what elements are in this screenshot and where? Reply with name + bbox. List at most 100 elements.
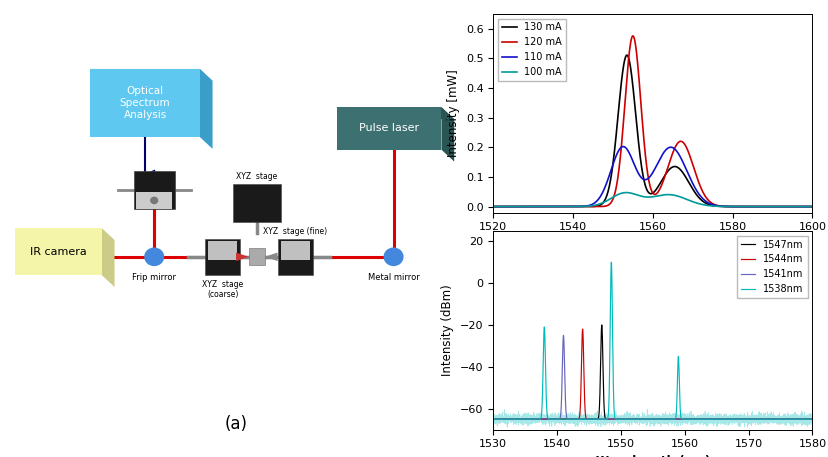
Polygon shape (15, 228, 114, 240)
1544nm (804, 416, 814, 422)
Circle shape (144, 247, 164, 266)
Legend: 1547nm, 1544nm, 1541nm, 1538nm: 1547nm, 1544nm, 1541nm, 1538nm (736, 236, 806, 298)
130 mA (621, 53, 631, 58)
Text: (a): (a) (224, 415, 248, 433)
130 mA (610, 138, 620, 143)
Bar (208, 241, 237, 260)
1541nm (564, 416, 574, 422)
1547nm (804, 416, 814, 422)
Line: 120 mA: 120 mA (493, 36, 811, 207)
Text: (b): (b) (640, 252, 664, 270)
Polygon shape (236, 253, 248, 261)
Text: Optical
Spectrum
Analysis: Optical Spectrum Analysis (119, 85, 171, 120)
1538nm (608, 393, 618, 399)
1547nm (561, 416, 571, 422)
1544nm (608, 416, 618, 422)
Text: IR camera: IR camera (30, 247, 87, 257)
110 mA (618, 144, 628, 149)
1544nm (577, 326, 587, 332)
110 mA (524, 204, 534, 209)
110 mA (806, 204, 816, 209)
1547nm (608, 416, 618, 422)
1544nm (488, 416, 498, 422)
Bar (205, 239, 239, 275)
Polygon shape (90, 69, 212, 81)
1547nm (488, 416, 498, 422)
1547nm (596, 322, 606, 328)
1538nm (561, 416, 571, 422)
Legend: 130 mA, 120 mA, 110 mA, 100 mA: 130 mA, 120 mA, 110 mA, 100 mA (498, 19, 566, 81)
Circle shape (150, 197, 158, 204)
Text: XYZ  stage
(coarse): XYZ stage (coarse) (202, 280, 243, 299)
1547nm (565, 416, 575, 422)
100 mA (543, 204, 553, 209)
100 mA (524, 204, 534, 209)
1544nm (806, 416, 816, 422)
Line: 100 mA: 100 mA (493, 192, 811, 207)
130 mA (806, 204, 816, 209)
1538nm (806, 416, 816, 422)
1544nm (561, 416, 571, 422)
110 mA (488, 204, 498, 209)
1541nm (488, 416, 498, 422)
X-axis label: Wavelength (nm): Wavelength (nm) (595, 238, 709, 251)
110 mA (801, 204, 811, 209)
1541nm (566, 416, 575, 422)
120 mA (610, 187, 620, 193)
Text: Frip mirror: Frip mirror (132, 273, 176, 282)
Bar (233, 184, 281, 222)
Line: 1544nm: 1544nm (493, 329, 811, 419)
1538nm (563, 416, 573, 422)
1544nm (563, 416, 573, 422)
100 mA (623, 190, 633, 196)
1541nm (558, 333, 568, 338)
Line: 1538nm: 1538nm (493, 262, 811, 419)
120 mA (627, 33, 637, 39)
Polygon shape (336, 107, 454, 119)
100 mA (806, 204, 816, 209)
120 mA (801, 204, 811, 209)
Bar (336, 107, 441, 150)
Line: 110 mA: 110 mA (493, 147, 811, 207)
Line: 1541nm: 1541nm (493, 335, 811, 419)
1544nm (631, 416, 641, 422)
110 mA (623, 151, 633, 156)
Line: 130 mA: 130 mA (493, 55, 811, 207)
100 mA (620, 190, 630, 195)
1538nm (631, 416, 641, 422)
1538nm (488, 416, 498, 422)
Bar (136, 192, 172, 209)
Bar (90, 69, 200, 137)
1541nm (806, 416, 816, 422)
Bar (15, 228, 102, 275)
130 mA (623, 59, 633, 64)
1544nm (565, 416, 575, 422)
Polygon shape (441, 107, 454, 162)
1538nm (565, 416, 575, 422)
Bar (133, 171, 175, 209)
1541nm (561, 416, 571, 422)
1538nm (605, 260, 615, 265)
Bar (278, 239, 312, 275)
1547nm (806, 416, 816, 422)
130 mA (524, 204, 534, 209)
Bar (281, 241, 310, 260)
Text: Pulse laser: Pulse laser (359, 123, 419, 133)
120 mA (806, 204, 816, 209)
120 mA (524, 204, 534, 209)
Polygon shape (102, 228, 114, 287)
130 mA (801, 204, 811, 209)
100 mA (610, 193, 620, 198)
Y-axis label: Intensity [mW]: Intensity [mW] (446, 69, 460, 157)
100 mA (766, 204, 776, 209)
100 mA (488, 204, 498, 209)
Circle shape (383, 247, 403, 266)
1547nm (631, 416, 641, 422)
130 mA (766, 204, 776, 209)
1541nm (631, 416, 641, 422)
1547nm (563, 416, 573, 422)
110 mA (610, 154, 620, 160)
Polygon shape (200, 69, 212, 149)
X-axis label: Wavelength (nm): Wavelength (nm) (595, 455, 709, 457)
Text: Metal mirror: Metal mirror (368, 273, 419, 282)
